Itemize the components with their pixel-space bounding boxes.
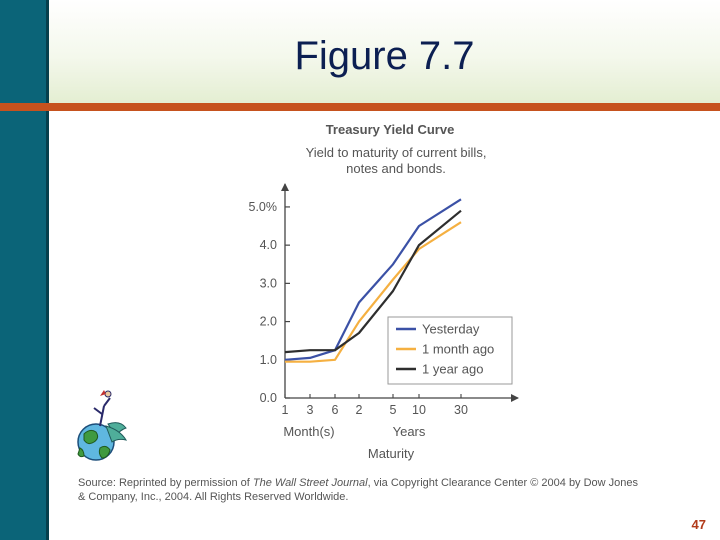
y-tick-label: 0.0 [260,391,277,405]
chart-legend: Yesterday 1 month ago 1 year ago [387,316,513,385]
legend-label: 1 year ago [422,362,483,377]
legend-label: Yesterday [422,322,480,337]
y-tick-label: 1.0 [260,353,277,367]
chart-title: Treasury Yield Curve [326,122,455,137]
chart-series-lines [284,198,462,363]
x-axis-label: Maturity [368,446,415,461]
x-axis-ticks: 1 3 6 2 5 10 30 [282,394,468,417]
source-text-b: , via Copyright Clearance Center © 2004 … [368,477,639,489]
x-tick-label: 3 [307,403,314,417]
x-tick-label: 5 [390,403,397,417]
series-line-1-year-ago [284,209,462,354]
source-journal: The Wall Street Journal [253,477,368,489]
chart-subtitle-line2: notes and bonds. [346,161,446,176]
title-area [49,0,720,103]
y-tick-label: 5.0% [249,200,278,214]
x-tick-label: 30 [454,403,468,417]
title-divider [0,103,720,111]
x-tick-label: 10 [412,403,426,417]
y-tick-label: 3.0 [260,276,277,290]
figure-panel: Treasury Yield Curve Yield to maturity o… [76,118,696,503]
source-label: Source: [78,477,116,489]
series-line-1-month-ago [285,221,462,363]
source-note-line1: Source: Reprinted by permission of The W… [78,477,639,489]
source-text-a: Reprinted by permission of [116,477,253,489]
y-tick-label: 2.0 [260,315,277,329]
x-group-label-years: Years [393,424,426,439]
globe-with-figure-clipart [77,390,128,461]
left-accent-edge [46,0,49,540]
left-accent-bar [0,0,46,540]
x-axis-arrow [511,394,519,402]
y-axis-arrow [281,183,289,191]
source-note-line2: & Company, Inc., 2004. All Rights Reserv… [78,491,348,503]
y-tick-label: 4.0 [260,238,277,252]
x-group-label-months: Month(s) [283,424,334,439]
x-tick-label: 6 [332,403,339,417]
yield-curve-chart: Treasury Yield Curve Yield to maturity o… [77,122,639,503]
chart-subtitle-line1: Yield to maturity of current bills, [306,145,487,160]
x-tick-label: 2 [356,403,363,417]
x-tick-label: 1 [282,403,289,417]
legend-label: 1 month ago [422,342,494,357]
page-number: 47 [691,517,706,532]
series-line-yesterday [284,198,462,361]
y-axis-ticks: 5.0% 4.0 3.0 2.0 1.0 0.0 [249,200,290,405]
slide-title: Figure 7.7 [294,34,475,78]
